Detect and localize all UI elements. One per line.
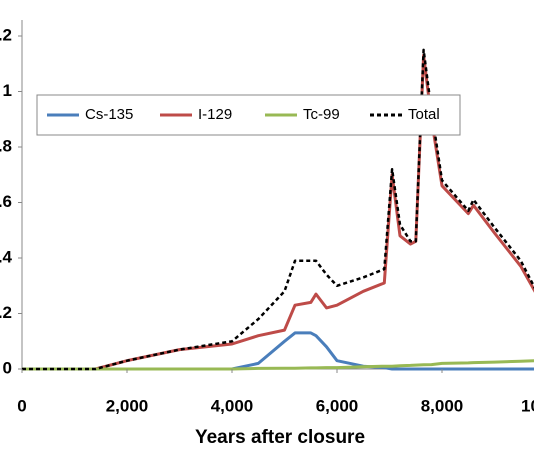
- y-tick-label: 0.4: [0, 247, 13, 266]
- x-axis-title: Years after closure: [195, 427, 365, 448]
- series-line: [22, 53, 534, 371]
- x-tick-label: 4,000: [211, 396, 254, 415]
- legend-label: Tc-99: [303, 106, 340, 123]
- y-tick-label: 1.2: [0, 25, 12, 44]
- y-tick-label: 1: [3, 81, 12, 100]
- y-tick-label: 0.2: [0, 303, 12, 322]
- legend-label: Total: [408, 106, 440, 123]
- series-line: [22, 48, 534, 371]
- legend-label: Cs-135: [85, 106, 133, 123]
- legend: [36, 94, 461, 136]
- x-tick-label: 8,000: [421, 396, 464, 415]
- x-tick-label: 2,000: [106, 396, 149, 415]
- x-tick-label: 6,000: [316, 396, 359, 415]
- legend-label: I-129: [198, 106, 232, 123]
- x-tick-label: 0: [17, 396, 26, 415]
- y-tick-label: 0.6: [0, 192, 12, 211]
- x-tick-label: 10,000: [521, 396, 534, 415]
- y-tick-label: 0: [3, 358, 12, 377]
- y-tick-label: 0.8: [0, 136, 12, 155]
- series-line: [22, 359, 534, 371]
